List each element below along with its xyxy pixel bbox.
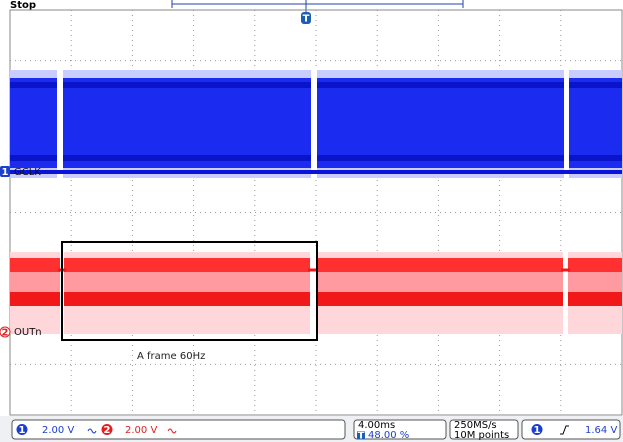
trigger-source: 1 — [534, 425, 541, 436]
trigger-marker-bg — [301, 12, 311, 24]
ch1-scale: 2.00 V — [42, 425, 74, 436]
ch1-bw-icon — [87, 428, 97, 434]
ch2-bw-icon — [167, 428, 177, 434]
ch2-status-icon — [101, 424, 113, 435]
trigger-slope-icon — [560, 425, 569, 435]
trigger-position-icon-text: T — [358, 431, 365, 442]
ch2-label: OUTn — [14, 327, 42, 338]
ch1-trace — [10, 68, 622, 180]
ch2-marker: 2 — [2, 328, 9, 339]
channel-box — [11, 419, 346, 440]
ch1-status-icon — [16, 424, 28, 435]
timebase: 4.00ms — [358, 420, 395, 431]
trigger-source-icon — [531, 424, 543, 435]
trigger-level: 1.64 V — [585, 425, 617, 436]
ch1-marker: 1 — [2, 167, 9, 178]
acquisition-status: Stop — [10, 0, 36, 11]
trigger-position: 48.00 % — [368, 430, 409, 441]
ch2-marker-bg — [0, 326, 11, 338]
record-length: 10M points — [454, 430, 509, 441]
acquisition-box — [449, 419, 519, 440]
annotation-box — [61, 241, 318, 341]
annotation-text: A frame 60Hz — [137, 351, 205, 362]
trigger-box — [521, 419, 621, 440]
sample-rate: 250MS/s — [454, 420, 497, 431]
trigger-marker: T — [303, 14, 310, 25]
ch1-label: GCLK — [14, 167, 41, 178]
timebase-box — [353, 419, 447, 440]
ch1-marker-bg — [0, 166, 10, 177]
ch1-status-number: 1 — [19, 425, 26, 436]
trigger-position-icon — [357, 431, 365, 439]
ch2-status-number: 2 — [104, 425, 111, 436]
ch2-scale: 2.00 V — [125, 425, 157, 436]
